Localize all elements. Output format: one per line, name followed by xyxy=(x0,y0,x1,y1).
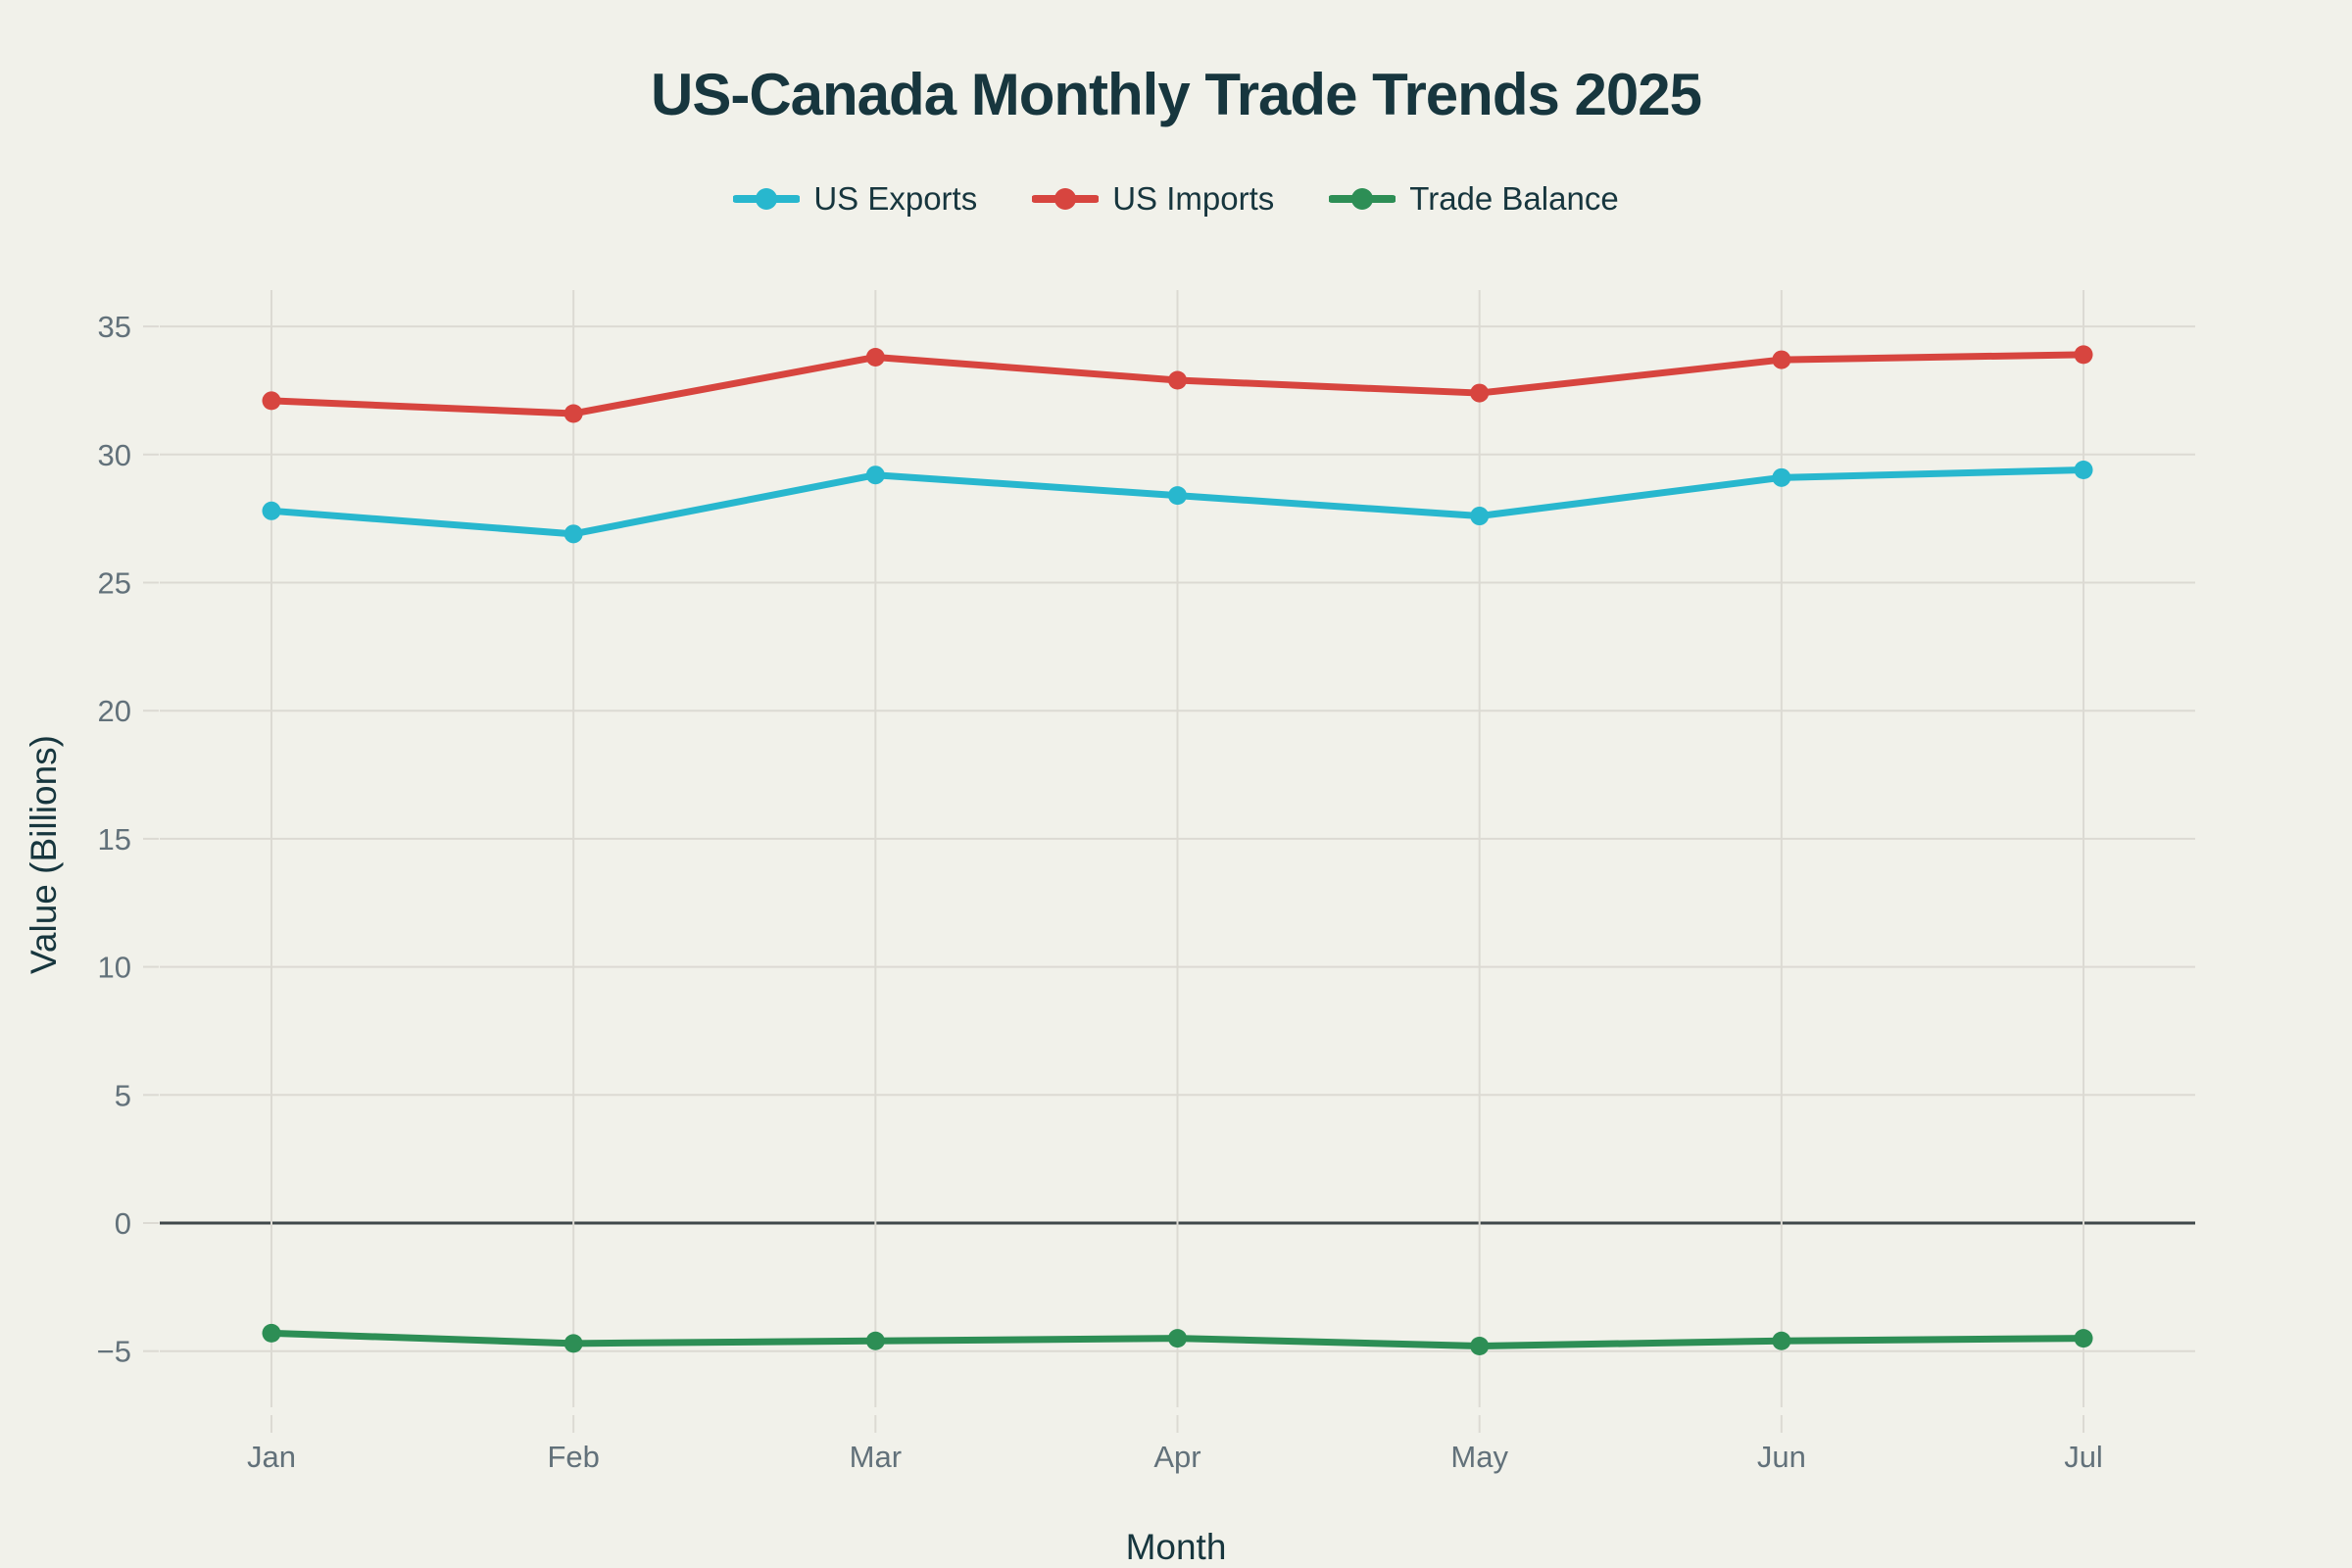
data-point-us-imports-jul xyxy=(2074,345,2093,365)
legend-item-trade-balance[interactable]: Trade Balance xyxy=(1329,180,1619,218)
data-point-trade-balance-jun xyxy=(1772,1331,1791,1350)
x-tick-label: Feb xyxy=(547,1440,599,1474)
series-us-imports xyxy=(262,345,2093,423)
data-point-us-imports-feb xyxy=(564,404,583,423)
series-us-exports xyxy=(262,460,2093,544)
x-tick-label: Jun xyxy=(1757,1440,1806,1474)
data-point-us-exports-jul xyxy=(2074,460,2093,479)
x-axis-title: Month xyxy=(1125,1527,1227,1567)
data-point-us-exports-jun xyxy=(1772,467,1791,487)
y-tick-label: 35 xyxy=(98,310,131,344)
y-tick-label: −5 xyxy=(97,1335,131,1369)
y-tick-label: 0 xyxy=(115,1206,131,1241)
x-tick-label: Jul xyxy=(2064,1440,2103,1474)
y-tick-label: 30 xyxy=(98,438,131,472)
data-point-us-imports-may xyxy=(1470,383,1490,403)
data-point-trade-balance-mar xyxy=(865,1331,885,1350)
y-grid-and-ticks: 35 30 25 20 15 10 5 0 −5 xyxy=(97,310,2195,1369)
data-point-us-imports-mar xyxy=(865,347,885,367)
x-tick-label: May xyxy=(1450,1440,1508,1474)
data-point-us-exports-may xyxy=(1470,507,1490,526)
data-point-us-exports-jan xyxy=(262,501,281,520)
legend-label-us-imports: US Imports xyxy=(1112,180,1275,217)
x-tick-label: Jan xyxy=(247,1440,296,1474)
data-point-us-imports-apr xyxy=(1168,370,1188,390)
data-point-us-exports-mar xyxy=(865,466,885,485)
data-point-us-exports-feb xyxy=(564,524,583,544)
x-tick-label: Mar xyxy=(850,1440,902,1474)
y-axis-title: Value (Billions) xyxy=(24,734,64,975)
x-grid-and-ticks: Jan Feb Mar Apr May Jun Jul xyxy=(247,290,2103,1474)
data-point-us-imports-jun xyxy=(1772,350,1791,369)
legend: US Exports US Imports Trade Balance xyxy=(0,180,2352,218)
data-point-trade-balance-jan xyxy=(262,1323,281,1343)
y-tick-label: 25 xyxy=(98,566,131,601)
data-point-trade-balance-may xyxy=(1470,1336,1490,1355)
data-point-us-exports-apr xyxy=(1168,486,1188,506)
legend-label-trade-balance: Trade Balance xyxy=(1409,180,1619,217)
legend-item-us-imports[interactable]: US Imports xyxy=(1032,180,1274,218)
y-tick-label: 15 xyxy=(98,822,131,857)
data-point-trade-balance-jul xyxy=(2074,1329,2093,1348)
line-marker-icon xyxy=(1329,188,1396,210)
chart-title: US-Canada Monthly Trade Trends 2025 xyxy=(651,62,1702,127)
line-marker-icon xyxy=(1032,188,1100,210)
y-tick-label: 20 xyxy=(98,694,131,728)
data-point-us-imports-jan xyxy=(262,391,281,411)
data-point-trade-balance-apr xyxy=(1168,1329,1188,1348)
data-point-trade-balance-feb xyxy=(564,1334,583,1353)
legend-item-us-exports[interactable]: US Exports xyxy=(733,180,977,218)
y-tick-label: 5 xyxy=(115,1078,131,1112)
x-tick-label: Apr xyxy=(1153,1440,1200,1474)
legend-label-us-exports: US Exports xyxy=(813,180,978,217)
line-marker-icon xyxy=(733,188,801,210)
series-trade-balance xyxy=(262,1323,2093,1355)
y-tick-label: 10 xyxy=(98,951,131,985)
